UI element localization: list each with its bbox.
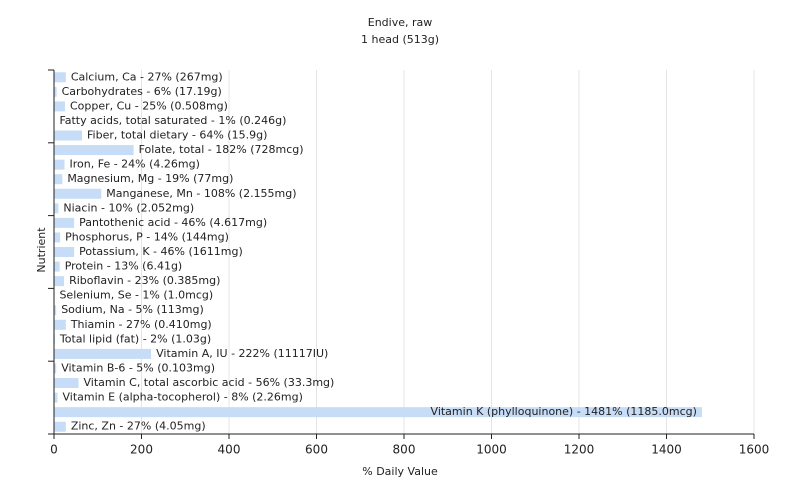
bar-label: Fiber, total dietary - 64% (15.9g) — [87, 129, 267, 142]
bar — [54, 392, 58, 403]
bar — [54, 247, 75, 257]
bar-label: Magnesium, Mg - 19% (77mg) — [67, 172, 233, 185]
x-tick-label: 800 — [393, 443, 416, 457]
bar-label: Protein - 13% (6.41g) — [65, 260, 183, 273]
bar-label: Phosphorus, P - 14% (144mg) — [65, 230, 229, 243]
x-tick-label: 600 — [305, 443, 328, 457]
bar-label: Vitamin K (phylloquinone) - 1481% (1185.… — [431, 405, 697, 418]
bar-label: Total lipid (fat) - 2% (1.03g) — [59, 332, 211, 345]
x-tick-label: 0 — [50, 443, 58, 457]
bar — [54, 159, 65, 170]
bar — [54, 232, 61, 243]
bar — [54, 101, 65, 112]
bar-label: Copper, Cu - 25% (0.508mg) — [70, 99, 228, 112]
x-tick-label: 1200 — [564, 443, 595, 457]
x-tick-label: 400 — [218, 443, 241, 457]
bar — [54, 348, 152, 359]
bar — [54, 145, 134, 156]
y-axis-label: Nutrient — [35, 227, 48, 273]
x-tick-label: 1600 — [739, 443, 770, 457]
bar-label: Folate, total - 182% (728mcg) — [139, 143, 304, 156]
x-tick-label: 200 — [130, 443, 153, 457]
bar-label: Iron, Fe - 24% (4.26mg) — [70, 158, 200, 171]
bar-label: Fatty acids, total saturated - 1% (0.246… — [59, 114, 286, 127]
bar — [54, 378, 79, 389]
bar — [54, 276, 65, 287]
bar — [54, 319, 66, 330]
bar-label: Pantothenic acid - 46% (4.617mg) — [79, 216, 267, 229]
bar — [54, 86, 57, 97]
x-axis-label: % Daily Value — [362, 465, 438, 478]
bar-label: Thiamin - 27% (0.410mg) — [70, 318, 212, 331]
bar — [54, 261, 60, 272]
bar-label: Vitamin A, IU - 222% (11117IU) — [156, 347, 328, 360]
bar — [54, 130, 82, 141]
bar-label: Vitamin C, total ascorbic acid - 56% (33… — [84, 376, 335, 389]
chart-subtitle: 1 head (513g) — [361, 33, 439, 46]
x-tick-label: 1000 — [476, 443, 507, 457]
bar-label: Sodium, Na - 5% (113mg) — [61, 303, 204, 316]
bar-label: Selenium, Se - 1% (1.0mcg) — [59, 289, 213, 302]
bar — [54, 421, 66, 432]
x-tick-label: 1400 — [651, 443, 682, 457]
bar — [54, 72, 66, 83]
bar-label: Zinc, Zn - 27% (4.05mg) — [71, 420, 206, 433]
bar-label: Carbohydrates - 6% (17.19g) — [62, 85, 222, 98]
bar — [54, 217, 75, 228]
bar-label: Riboflavin - 23% (0.385mg) — [69, 274, 220, 287]
bar-label: Vitamin B-6 - 5% (0.103mg) — [61, 361, 215, 374]
bar-label: Vitamin E (alpha-tocopherol) - 8% (2.26m… — [63, 391, 303, 404]
bar-label: Manganese, Mn - 108% (2.155mg) — [106, 187, 296, 200]
bar — [54, 363, 57, 374]
bar — [54, 203, 59, 214]
chart-title: Endive, raw — [368, 16, 433, 29]
bar-label: Calcium, Ca - 27% (267mg) — [71, 70, 223, 83]
bar — [54, 174, 63, 185]
bar — [54, 407, 702, 418]
bar — [54, 305, 57, 316]
bar — [54, 188, 102, 199]
bar-label: Potassium, K - 46% (1611mg) — [79, 245, 243, 258]
bar-label: Niacin - 10% (2.052mg) — [63, 201, 194, 214]
